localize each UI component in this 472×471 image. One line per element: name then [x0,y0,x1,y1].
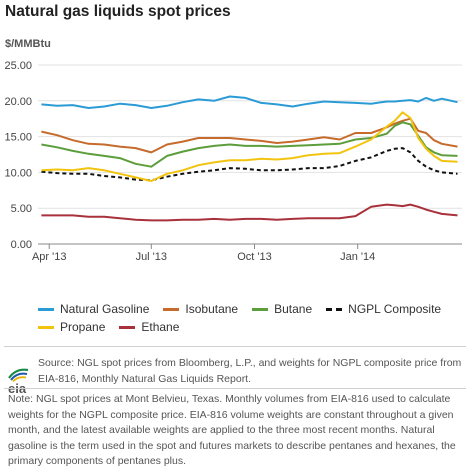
y-tick-label-25.00: 25.00 [4,60,32,72]
y-axis-unit: $/MMBtu [5,38,51,50]
x-tick-label-2013-04-01: Apr '13 [32,251,67,263]
legend-label-ngpl-composite: NGPL Composite [348,302,442,316]
x-tick-label-2014-01-01: Jan '14 [340,251,375,263]
legend: Natural Gasoline Isobutane Butane NGPL C… [38,300,468,336]
legend-item-ngpl-composite: NGPL Composite [326,302,441,316]
series-line-ethane [41,203,458,222]
x-tick-label-2013-10-01: Oct '13 [237,251,272,263]
legend-swatch-ethane [119,325,136,329]
y-tick-label-15.00: 15.00 [4,132,32,144]
legend-swatch-ngpl-composite [326,307,343,311]
grid-lines [38,64,462,245]
eia-logo: eia [8,368,29,396]
legend-item-natural-gasoline: Natural Gasoline [38,302,149,316]
legend-label-butane: Butane [274,302,313,316]
line-chart: 0.00 5.00 10.00 15.00 20.00 25.00 Apr '13 Jul … [4,60,462,263]
y-tick-label-5.00: 5.00 [11,203,32,215]
x-axis: Apr '13 Jul '13 Oct '13 Jan '14 [32,244,375,263]
divider-top [4,346,466,347]
legend-swatch-butane [252,307,269,311]
series-line-propane [41,111,458,182]
legend-item-butane: Butane [252,302,312,316]
series-line-ngpl-composite [41,147,458,182]
y-tick-label-10.00: 10.00 [4,167,32,179]
legend-item-propane: Propane [38,320,105,334]
note-text: Note: NGL spot prices at Mont Belvieu, T… [8,393,456,467]
y-tick-label-0.00: 0.00 [11,239,32,251]
divider-bottom [4,388,466,389]
legend-swatch-propane [38,325,54,329]
legend-item-isobutane: Isobutane [163,302,238,316]
y-tick-label-20.00: 20.00 [4,96,32,108]
logo-arc-yellow [12,376,27,383]
logo-arc-green [8,368,29,379]
series-lines [41,95,458,222]
series-line-natural-gasoline [41,95,458,109]
legend-swatch-isobutane [163,307,180,311]
legend-row-2: Propane Ethane [38,318,468,336]
legend-swatch-natural-gasoline [38,307,54,311]
legend-label-propane: Propane [60,320,106,334]
legend-label-natural-gasoline: Natural Gasoline [60,302,150,316]
logo-arc-blue [10,372,28,381]
legend-label-isobutane: Isobutane [185,302,239,316]
series-line-butane [41,121,458,168]
legend-row-1: Natural Gasoline Isobutane Butane NGPL C… [38,300,468,318]
x-tick-label-2013-07-01: Jul '13 [136,251,167,263]
y-tick-labels: 0.00 5.00 10.00 15.00 20.00 25.00 [4,60,32,251]
legend-item-ethane: Ethane [119,320,179,334]
chart-title: Natural gas liquids spot prices [5,3,231,20]
legend-label-ethane: Ethane [141,320,180,334]
source-text: Source: NGL spot prices from Bloomberg, … [38,357,462,385]
series-line-isobutane [41,117,458,154]
